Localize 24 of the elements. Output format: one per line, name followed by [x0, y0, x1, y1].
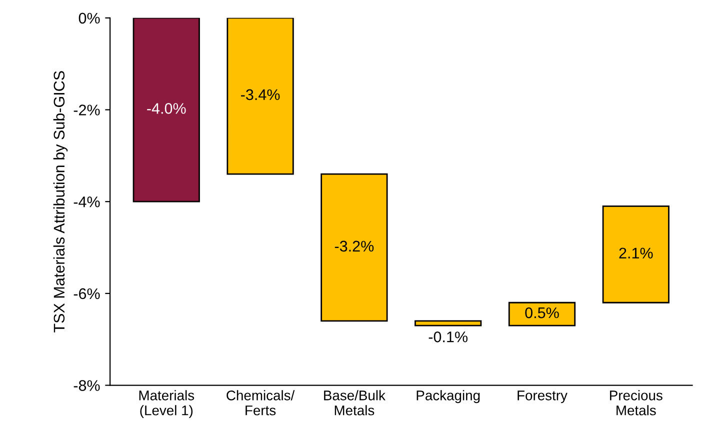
bar: [508, 302, 576, 326]
bar: [226, 18, 294, 175]
bar: [132, 18, 200, 202]
data-label: -3.2%: [334, 240, 374, 252]
x-tick-label: Packaging: [416, 390, 480, 404]
data-label: -4.0%: [147, 103, 186, 114]
data-label: 2.1%: [619, 248, 653, 258]
y-tick-label: -4%: [74, 196, 100, 208]
y-axis-title: TSX Materials Attribution by Sub-GICS: [53, 71, 68, 332]
x-tick-label: Forestry: [518, 390, 568, 404]
bar: [602, 205, 670, 304]
bar: [414, 320, 482, 326]
x-tick-label: Base/Bulk Metals: [324, 390, 386, 416]
bar: [320, 173, 388, 322]
x-tick-label: Chemicals/ Ferts: [226, 390, 295, 416]
data-label: -3.4%: [241, 89, 280, 100]
data-label: -0.1%: [428, 332, 468, 342]
y-tick-label: -6%: [74, 288, 100, 300]
x-tick-label: Precious Metals: [610, 390, 662, 416]
y-tick-label: -8%: [74, 380, 100, 391]
x-tick-label: Materials (Level 1): [139, 390, 194, 418]
y-tick-label: 0%: [78, 12, 100, 24]
y-tick-label: -2%: [74, 104, 100, 116]
data-label: 0.5%: [525, 307, 559, 318]
